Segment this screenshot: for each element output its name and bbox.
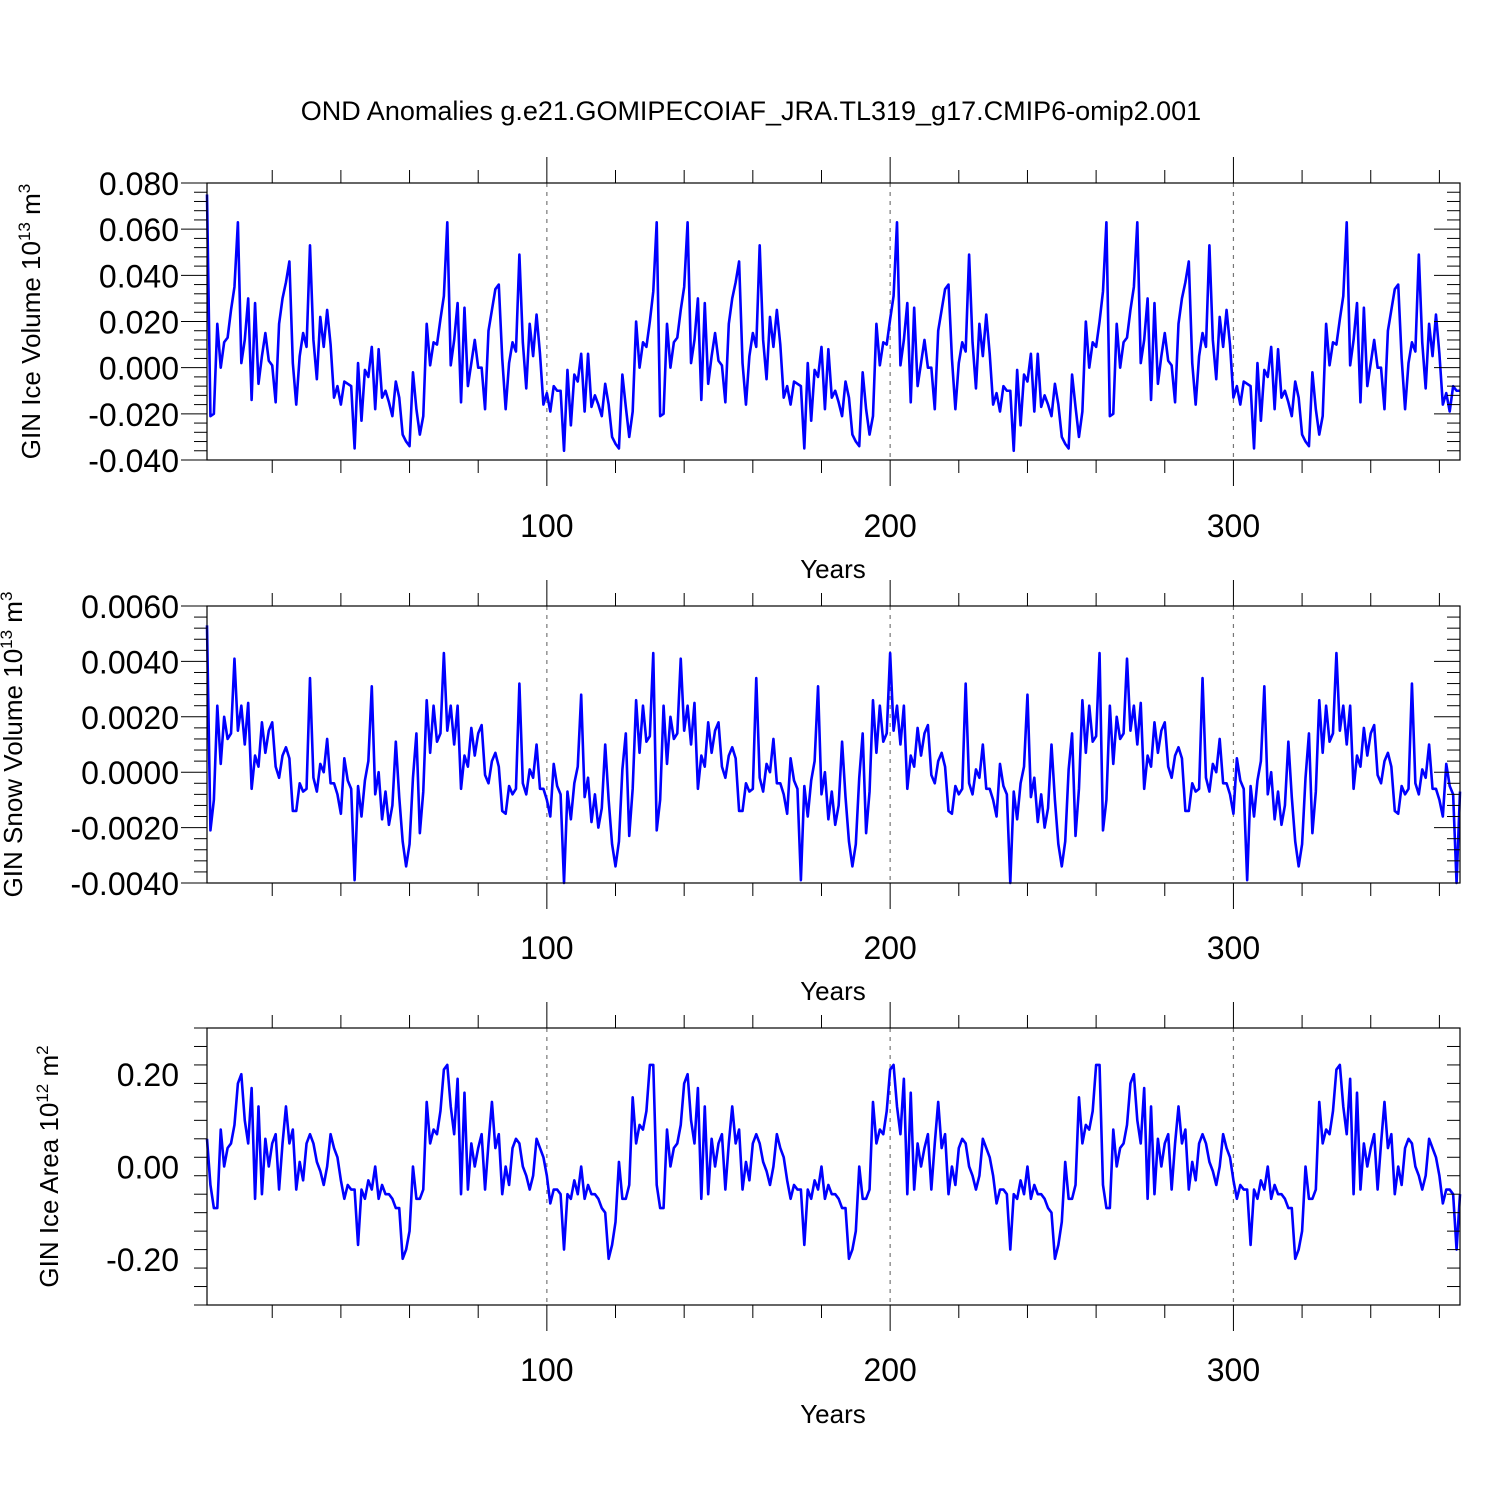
ice-volume-series-line xyxy=(205,194,1460,453)
y-tick-label: 0.00 xyxy=(117,1150,179,1186)
ice-volume-panel: -0.040 -0.020 0.000 0.020 0.040 0.060 0.080 100… xyxy=(15,157,1461,584)
snow-volume-series-line xyxy=(205,625,1462,885)
snow-volume-panel: -0.0040 -0.0020 0.0000 0.0020 0.0040 0.0060 10… xyxy=(0,580,1462,1006)
y-tick-label: 0.0020 xyxy=(81,700,179,736)
x-tick-label: 100 xyxy=(520,508,573,544)
ice-area-x-axis-label: Years xyxy=(800,1399,866,1429)
ice-area-plot-frame xyxy=(206,1027,1461,1306)
y-tick-label: -0.020 xyxy=(88,397,179,433)
x-tick-label: 100 xyxy=(520,1352,573,1388)
x-tick-label: 300 xyxy=(1207,930,1260,966)
y-tick-label: 0.0040 xyxy=(81,644,179,680)
y-tick-label: 0.000 xyxy=(99,351,179,387)
y-tick-label: 0.020 xyxy=(99,305,179,341)
snow-volume-y-axis-label: GIN Snow Volume 1013 m3 xyxy=(0,592,28,898)
y-tick-label: 0.060 xyxy=(99,212,179,248)
x-tick-label: 300 xyxy=(1207,508,1260,544)
x-tick-label: 100 xyxy=(520,930,573,966)
y-tick-label: -0.040 xyxy=(88,443,179,479)
ice-volume-x-axis-label: Years xyxy=(800,554,866,584)
x-tick-label: 200 xyxy=(863,930,916,966)
x-tick-label: 300 xyxy=(1207,1352,1260,1388)
y-tick-label: 0.040 xyxy=(99,258,179,294)
y-tick-label: -0.0020 xyxy=(70,811,179,847)
y-tick-label: 0.20 xyxy=(117,1057,179,1093)
ice-volume-y-axis-label: GIN Ice Volume 1013 m3 xyxy=(15,184,46,460)
ice-area-panel: -0.20 0.00 0.20 100 200 300 Years GIN Ice Area … xyxy=(33,1002,1462,1429)
figure-title: OND Anomalies g.e21.GOMIPECOIAF_JRA.TL31… xyxy=(301,96,1201,126)
x-tick-label: 200 xyxy=(863,508,916,544)
snow-volume-x-axis-label: Years xyxy=(800,976,866,1006)
ice-area-y-axis-label: GIN Ice Area 1012 m2 xyxy=(33,1045,64,1287)
y-tick-label: -0.0040 xyxy=(70,866,179,902)
y-tick-label: -0.20 xyxy=(106,1242,179,1278)
snow-volume-plot-frame xyxy=(206,605,1461,884)
y-tick-label: 0.0000 xyxy=(81,755,179,791)
y-tick-label: 0.080 xyxy=(99,166,179,202)
ice-area-series-line xyxy=(205,1063,1462,1261)
x-tick-label: 200 xyxy=(863,1352,916,1388)
y-tick-label: 0.0060 xyxy=(81,589,179,625)
